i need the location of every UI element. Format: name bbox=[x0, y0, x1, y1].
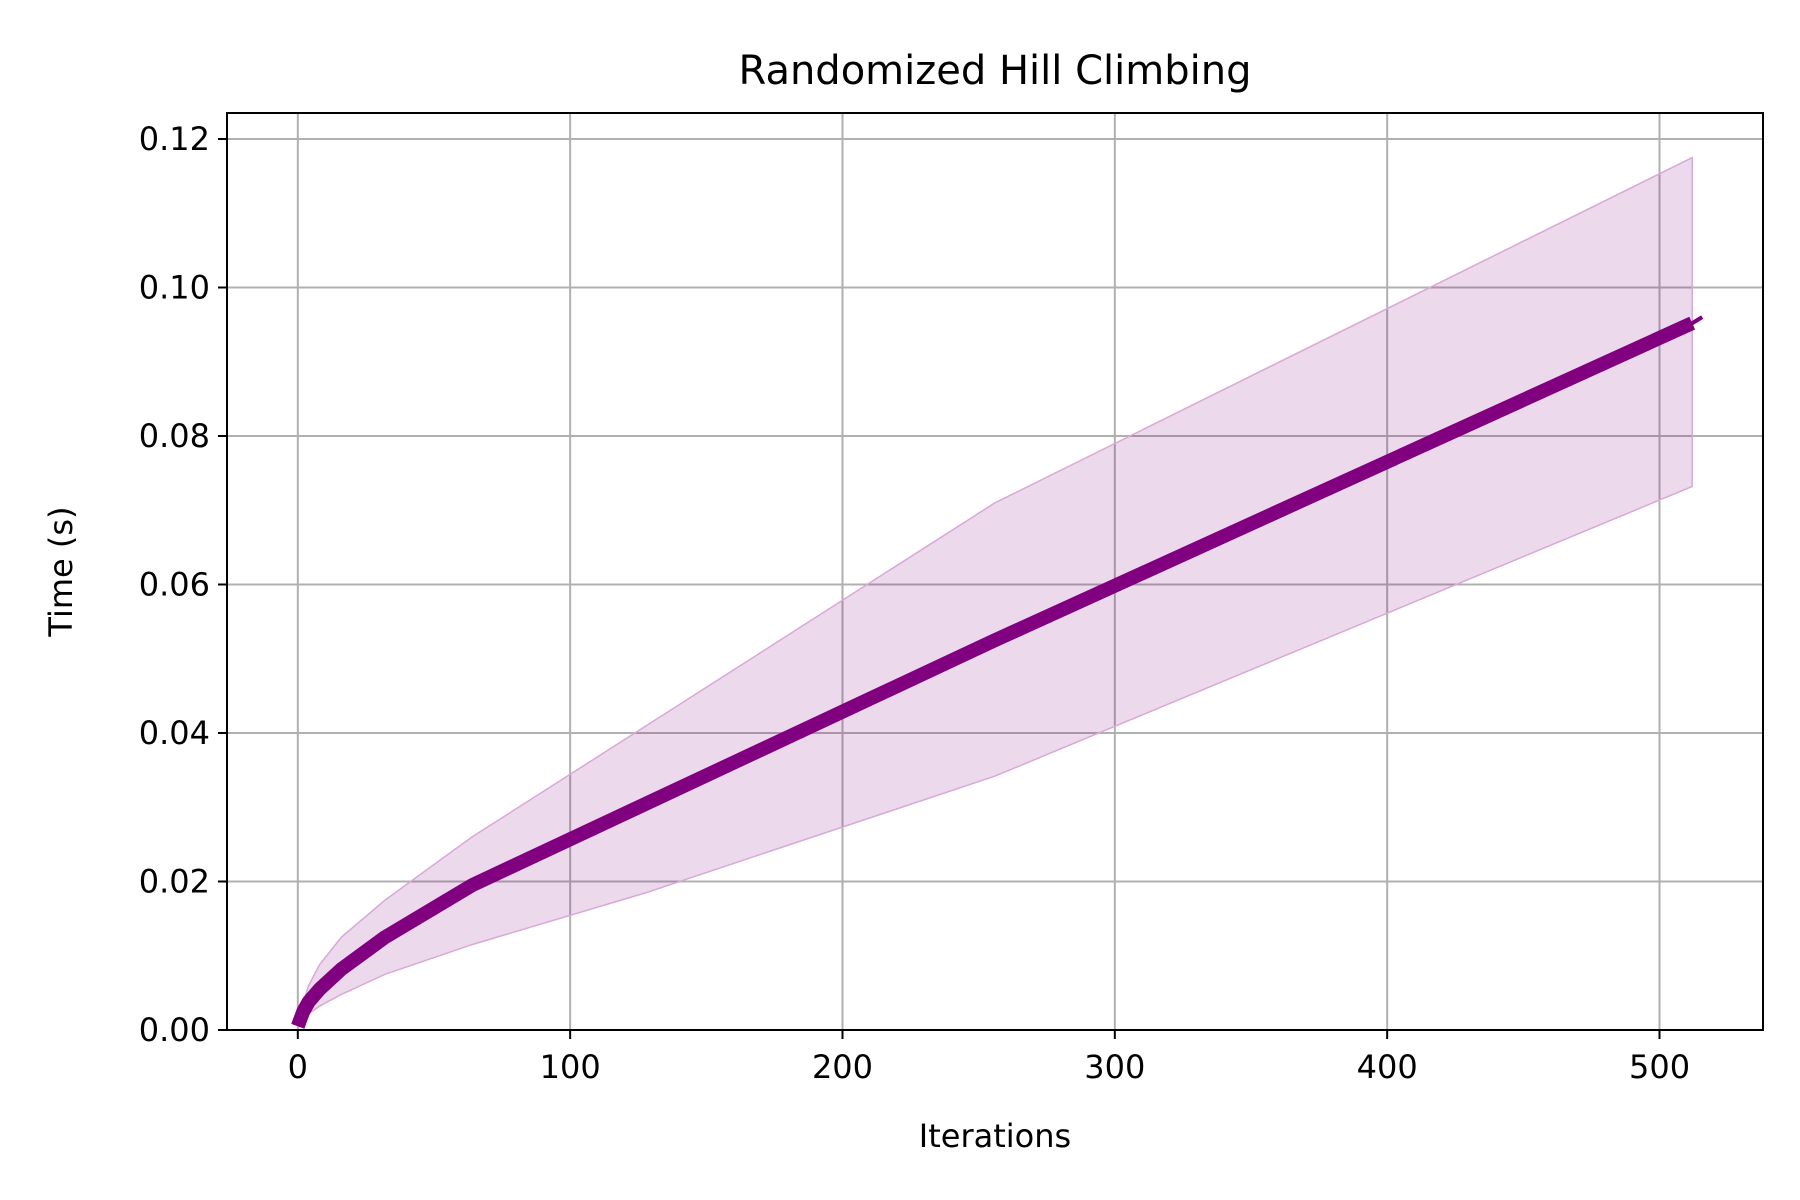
x-tick-label: 100 bbox=[540, 1048, 601, 1086]
y-tick-label: 0.10 bbox=[139, 268, 210, 306]
y-tick-label: 0.06 bbox=[139, 565, 210, 603]
x-tick-label: 0 bbox=[288, 1048, 308, 1086]
y-tick-label: 0.00 bbox=[139, 1011, 210, 1049]
y-tick-label: 0.12 bbox=[139, 120, 210, 158]
chart-title: Randomized Hill Climbing bbox=[739, 48, 1252, 94]
grid bbox=[227, 113, 1763, 1031]
x-tick-label: 200 bbox=[812, 1048, 873, 1086]
y-tick-label: 0.04 bbox=[139, 714, 210, 752]
series-line bbox=[291, 315, 1704, 1029]
x-tick-label: 400 bbox=[1357, 1048, 1418, 1086]
y-tick-label: 0.02 bbox=[139, 862, 210, 900]
y-axis-label: Time (s) bbox=[42, 506, 80, 637]
x-axis-label: Iterations bbox=[919, 1117, 1071, 1155]
y-axis: 0.00 0.02 0.04 0.06 0.08 0.10 0.12 bbox=[139, 120, 227, 1049]
x-tick-label: 300 bbox=[1084, 1048, 1145, 1086]
mean-line bbox=[291, 316, 1696, 1029]
x-tick-label: 500 bbox=[1629, 1048, 1690, 1086]
x-axis: 0 100 200 300 400 500 bbox=[288, 1030, 1690, 1086]
mean-line-end-marker bbox=[1683, 315, 1704, 330]
plot-frame bbox=[226, 112, 1764, 1031]
y-tick-label: 0.08 bbox=[139, 417, 210, 455]
